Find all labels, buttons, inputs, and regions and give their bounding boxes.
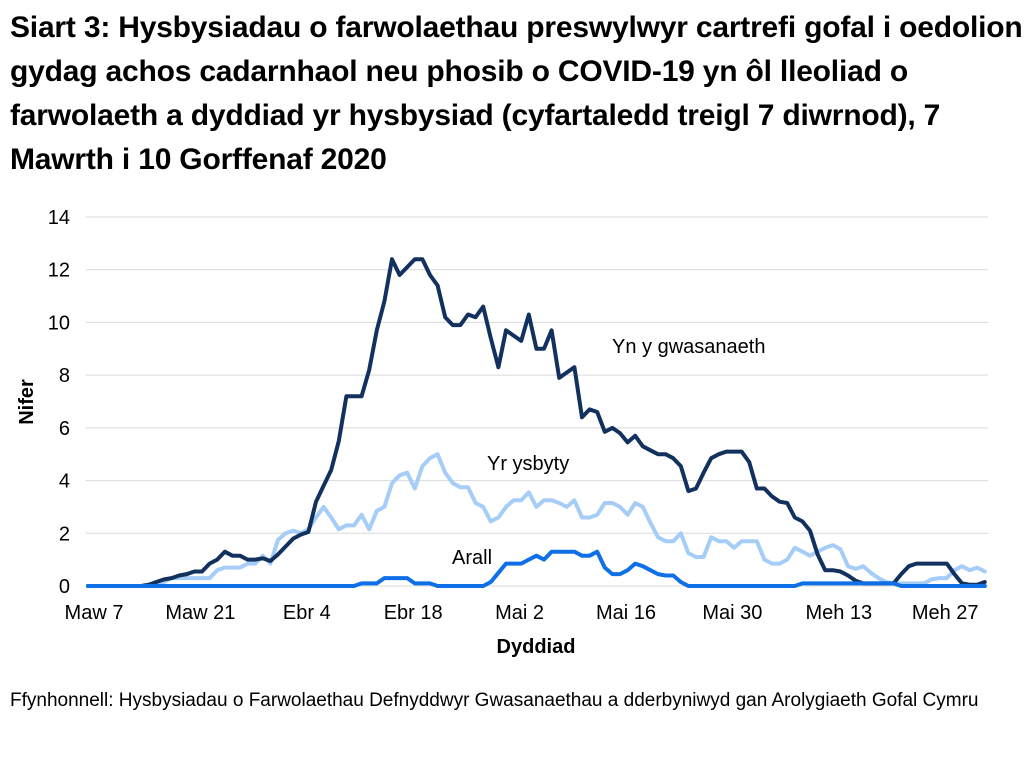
x-axis-label: Dyddiad xyxy=(497,636,576,658)
x-tick-label: Ebr 18 xyxy=(384,602,443,624)
y-tick-label: 12 xyxy=(48,260,70,282)
y-tick-label: 14 xyxy=(48,207,70,229)
chart-title: Siart 3: Hysbysiadau o farwolaethau pres… xyxy=(10,11,1023,176)
x-tick-label: Maw 21 xyxy=(165,602,235,624)
x-tick-label: Meh 13 xyxy=(805,602,872,624)
x-tick-label: Mai 30 xyxy=(702,602,762,624)
y-tick-label: 4 xyxy=(59,471,70,493)
series-label: Yr ysbyty xyxy=(487,453,569,475)
x-tick-label: Mai 2 xyxy=(495,602,544,624)
source-note: Ffynhonnell: Hysbysiadau o Farwolaethau … xyxy=(10,690,979,711)
x-tick-label: Mai 16 xyxy=(596,602,656,624)
gridlines xyxy=(86,216,988,587)
y-axis-ticks: 0 2 4 6 8 10 12 14 xyxy=(48,207,70,598)
series-line-yr-ysbyty xyxy=(86,452,987,588)
x-tick-label: Meh 27 xyxy=(912,602,979,624)
x-axis-ticks: Maw 7 Maw 21 Ebr 4 Ebr 18 Mai 2 Mai 16 Mai 30 M… xyxy=(65,602,979,624)
x-tick-label: Ebr 4 xyxy=(283,602,331,624)
y-tick-label: 0 xyxy=(59,576,70,598)
series-labels: Yn y gwasanaeth Yr ysbyty Arall xyxy=(452,336,765,569)
series-line-yn-y-gwasanaeth xyxy=(86,257,987,588)
y-tick-label: 8 xyxy=(59,365,70,387)
data-series xyxy=(86,257,987,588)
series-label: Yn y gwasanaeth xyxy=(612,336,765,358)
y-axis-label: Nifer xyxy=(16,379,38,425)
y-tick-label: 2 xyxy=(59,523,70,545)
x-tick-label: Maw 7 xyxy=(65,602,124,624)
y-tick-label: 6 xyxy=(59,418,70,440)
series-label: Arall xyxy=(452,547,492,569)
y-tick-label: 10 xyxy=(48,312,70,334)
series-line-arall xyxy=(86,549,987,588)
